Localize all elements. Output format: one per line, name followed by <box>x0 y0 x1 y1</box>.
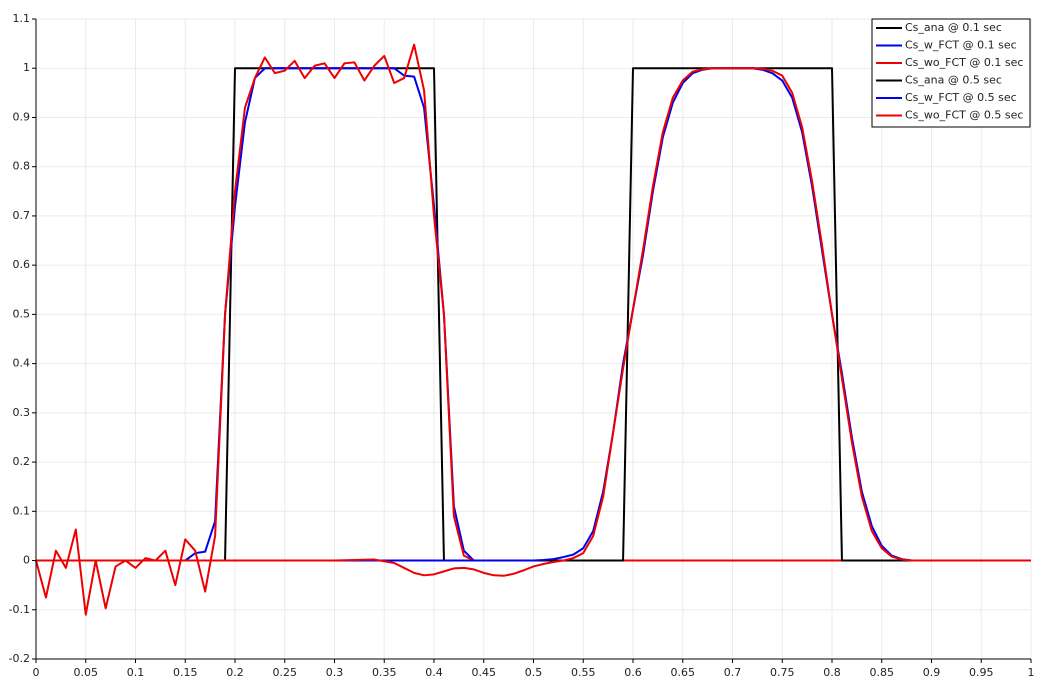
y-tick-label: 0.2 <box>13 455 31 468</box>
legend-label: Cs_ana @ 0.5 sec <box>905 74 1002 87</box>
x-tick-label: 0.15 <box>173 666 198 679</box>
y-tick-label: -0.1 <box>9 603 30 616</box>
x-tick-label: 0.7 <box>724 666 742 679</box>
series-line <box>36 67 1031 577</box>
x-tick-label: 0.1 <box>127 666 145 679</box>
x-tick-label: 0.2 <box>226 666 244 679</box>
x-tick-label: 0.95 <box>969 666 994 679</box>
x-tick-label: 0.55 <box>571 666 596 679</box>
x-tick-label: 0.8 <box>823 666 841 679</box>
legend-label: Cs_w_FCT @ 0.1 sec <box>905 39 1017 52</box>
legend-label: Cs_w_FCT @ 0.5 sec <box>905 91 1017 104</box>
x-tick-label: 0.9 <box>923 666 941 679</box>
y-tick-label: 0.1 <box>13 504 31 517</box>
x-tick-label: 0.45 <box>472 666 497 679</box>
x-tick-label: 0.85 <box>870 666 895 679</box>
x-tick-label: 0.65 <box>671 666 696 679</box>
x-tick-label: 1 <box>1028 666 1035 679</box>
y-tick-label: 0.7 <box>13 209 31 222</box>
y-tick-label: -0.2 <box>9 652 30 665</box>
x-tick-label: 0.3 <box>326 666 344 679</box>
y-tick-label: 0.3 <box>13 406 31 419</box>
y-tick-label: 0.9 <box>13 110 31 123</box>
legend-label: Cs_ana @ 0.1 sec <box>905 21 1002 34</box>
y-tick-label: 0 <box>23 554 30 567</box>
x-tick-label: 0.75 <box>770 666 795 679</box>
x-tick-label: 0.25 <box>273 666 298 679</box>
x-tick-label: 0.5 <box>525 666 543 679</box>
series-line <box>35 43 1031 616</box>
y-tick-label: 0.4 <box>13 357 31 370</box>
x-tick-label: 0 <box>33 666 40 679</box>
x-tick-label: 0.05 <box>74 666 99 679</box>
plot-area <box>35 43 1031 616</box>
legend-label: Cs_wo_FCT @ 0.5 sec <box>905 109 1023 122</box>
axes: -0.2 -0.1 0 0.1 0.2 0.3 0.4 0.5 0.6 0.7 0.8 0.9 1 1.1… <box>9 12 1035 679</box>
legend-label: Cs_wo_FCT @ 0.1 sec <box>905 56 1023 69</box>
y-tick-label: 0.8 <box>13 160 31 173</box>
x-tick-label: 0.6 <box>624 666 642 679</box>
legend-box <box>871 18 1031 128</box>
legend: Cs_ana @ 0.1 sec Cs_w_FCT @ 0.1 sec Cs_wo_… <box>871 18 1031 128</box>
y-tick-label: 1.1 <box>13 12 31 25</box>
x-tick-label: 0.35 <box>372 666 397 679</box>
y-tick-label: 1 <box>23 61 30 74</box>
x-tick-label: 0.4 <box>425 666 443 679</box>
y-tick-label: 0.5 <box>13 307 31 320</box>
y-tick-label: 0.6 <box>13 258 31 271</box>
